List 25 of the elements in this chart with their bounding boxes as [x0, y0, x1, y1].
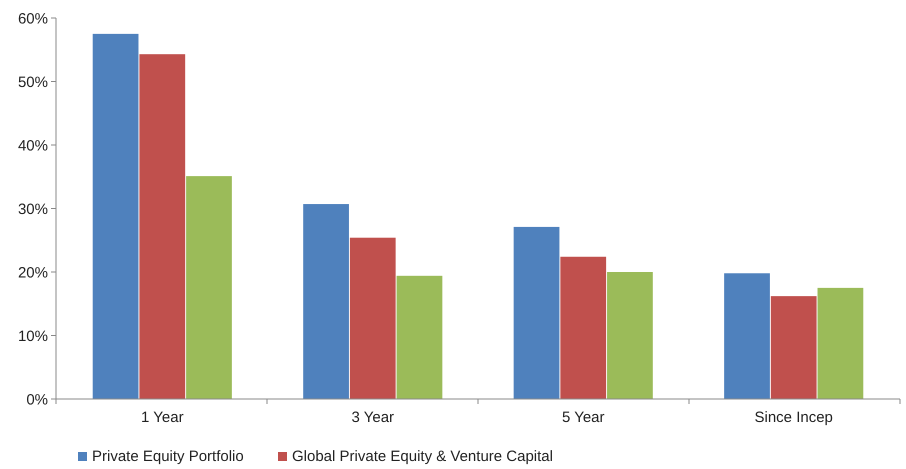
- bar: [92, 34, 138, 399]
- bar: [560, 256, 606, 399]
- y-tick-label: 20%: [18, 264, 48, 282]
- bar: [770, 296, 817, 399]
- y-tick-label: 50%: [18, 74, 48, 91]
- y-tick-label: 0%: [26, 391, 48, 408]
- x-tick-label: 5 Year: [562, 409, 605, 426]
- bar: [396, 276, 442, 399]
- y-tick-label: 30%: [18, 200, 48, 218]
- y-tick-label: 40%: [18, 137, 48, 154]
- legend-label: Global Private Equity & Venture Capital: [292, 448, 553, 465]
- bar: [303, 204, 349, 399]
- bar: [186, 176, 232, 399]
- x-tick-label: 1 Year: [141, 409, 184, 426]
- x-tick-label: Since Incep: [754, 409, 833, 426]
- bar: [818, 288, 864, 399]
- bar: [139, 54, 186, 399]
- x-tick-label: 3 Year: [351, 409, 394, 426]
- bar: [350, 238, 396, 399]
- y-tick-label: 10%: [18, 328, 48, 345]
- bar: [607, 272, 653, 399]
- legend-label: Private Equity Portfolio: [92, 448, 244, 465]
- bar: [724, 273, 770, 399]
- y-tick-label: 60%: [18, 10, 48, 28]
- bar: [514, 226, 560, 399]
